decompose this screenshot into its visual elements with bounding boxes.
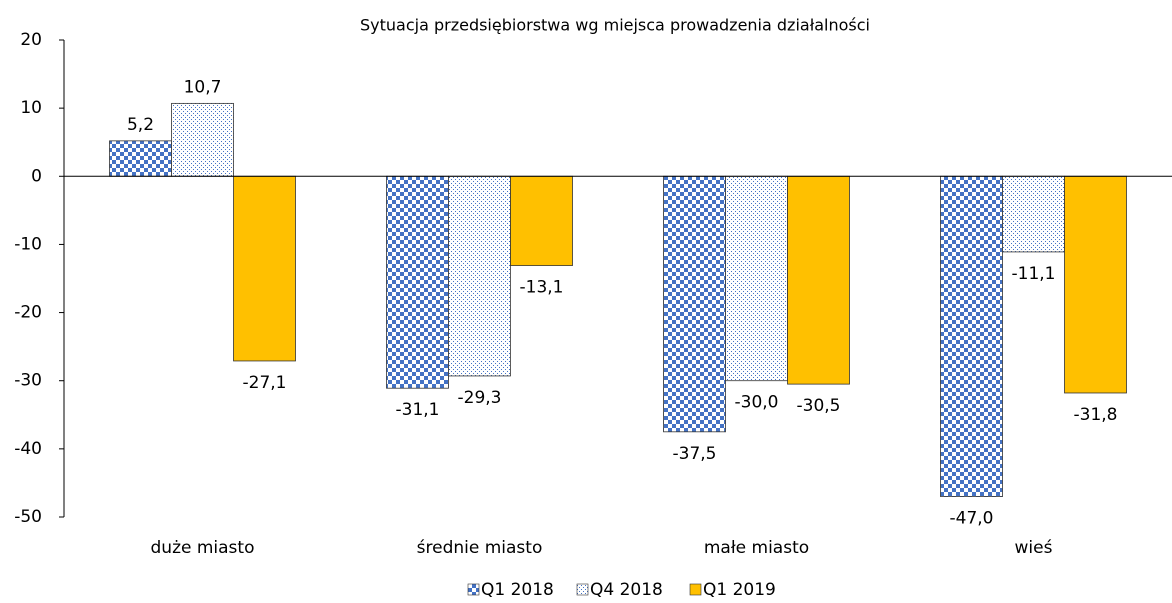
- legend-swatch: [467, 583, 480, 596]
- bar: [233, 175, 296, 362]
- bar: [109, 140, 172, 177]
- bar: [171, 102, 234, 177]
- value-label: -30,5: [797, 396, 841, 416]
- y-tick-label: -20: [14, 303, 42, 323]
- legend-swatch: [576, 583, 589, 596]
- value-label: -31,8: [1074, 405, 1118, 425]
- bar: [940, 175, 1003, 497]
- x-tick-label: duże miasto: [151, 538, 255, 558]
- x-tick-label: wieś: [1015, 538, 1053, 558]
- bar: [663, 175, 726, 433]
- bar: [787, 175, 850, 385]
- y-tick-label: 0: [31, 166, 42, 186]
- y-tick-label: 20: [20, 30, 42, 50]
- bar: [725, 175, 788, 382]
- value-label: -30,0: [735, 393, 779, 413]
- value-label: -47,0: [950, 509, 994, 529]
- y-tick-label: -10: [14, 234, 42, 254]
- value-label: -31,1: [396, 400, 440, 420]
- value-label: -37,5: [673, 444, 717, 464]
- y-tick-label: -30: [14, 371, 42, 391]
- bar: [1002, 175, 1065, 253]
- legend-swatch: [689, 583, 702, 596]
- y-tick-label: -50: [14, 507, 42, 527]
- legend-label: Q4 2018: [590, 580, 663, 600]
- value-label: 10,7: [184, 77, 222, 97]
- value-label: -13,1: [520, 278, 564, 298]
- value-label: -11,1: [1012, 264, 1056, 284]
- legend-label: Q1 2018: [481, 580, 554, 600]
- bar: [386, 175, 449, 389]
- value-label: -29,3: [458, 388, 502, 408]
- bar: [1064, 175, 1127, 394]
- x-tick-label: średnie miasto: [417, 538, 543, 558]
- y-tick-label: 10: [20, 98, 42, 118]
- value-label: 5,2: [127, 115, 154, 135]
- value-label: -27,1: [243, 373, 287, 393]
- x-tick-label: małe miasto: [704, 538, 809, 558]
- legend-label: Q1 2019: [703, 580, 776, 600]
- y-tick-label: -40: [14, 439, 42, 459]
- chart-title: Sytuacja przedsiębiorstwa wg miejsca pro…: [360, 16, 870, 35]
- bar: [510, 175, 573, 266]
- bar: [448, 175, 511, 377]
